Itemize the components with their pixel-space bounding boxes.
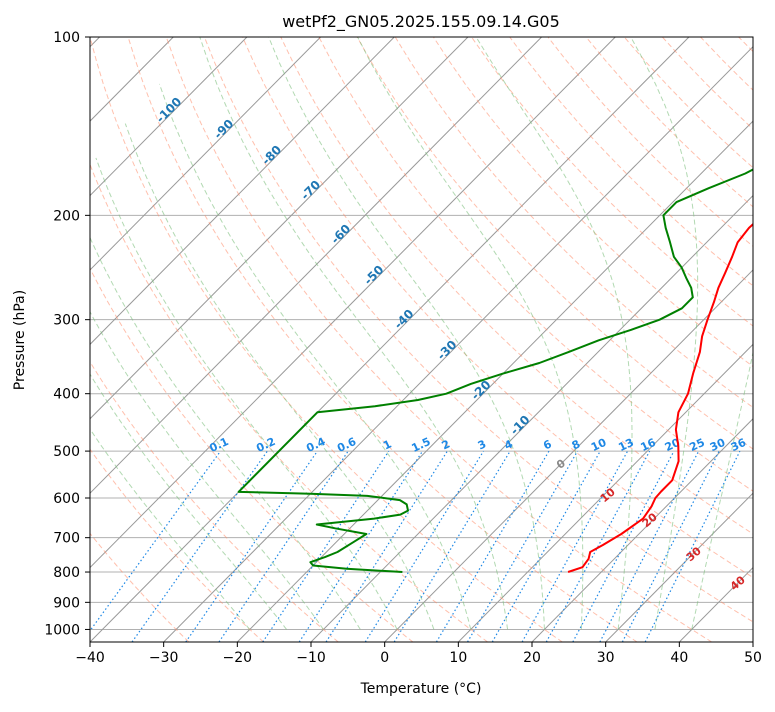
x-tick-label: 40 — [670, 650, 688, 666]
mixing-ratio-label: 0.6 — [335, 435, 358, 455]
y-tick-label: 300 — [53, 313, 80, 329]
dry-adiabat-line — [739, 37, 775, 642]
isotherm-line — [0, 37, 394, 642]
mixing-ratio-label: 6 — [541, 437, 554, 452]
mixing-ratio-line — [600, 451, 699, 642]
mixing-ratio-line — [299, 451, 422, 642]
background-lines — [0, 37, 775, 642]
isotherm-label: -10 — [507, 413, 532, 438]
isotherm-line — [385, 37, 775, 642]
dry-adiabat-line — [166, 37, 711, 642]
dewpoint-profile-line — [239, 37, 775, 572]
mixing-ratio-label: 1 — [381, 437, 393, 452]
mixing-ratio-line — [436, 451, 549, 642]
isotherm-label: -70 — [298, 178, 323, 203]
dry-adiabat-line — [701, 37, 775, 642]
dry-adiabat-line — [357, 37, 775, 642]
dry-adiabat-line — [90, 37, 562, 642]
y-axis-label: Pressure (hPa) — [12, 290, 28, 390]
isotherm-label: -30 — [434, 338, 459, 363]
mixing-ratio-label: 3 — [476, 437, 488, 452]
chart-title: wetPf2_GN05.2025.155.09.14.G05 — [282, 12, 560, 32]
dry-adiabat-line — [128, 37, 637, 642]
moist-adiabat-line — [70, 188, 360, 629]
moist-adiabat-line — [159, 84, 470, 630]
mixing-ratio-line — [492, 451, 600, 642]
isotherm-label: -40 — [391, 307, 416, 332]
mixing-ratio-line — [219, 451, 348, 642]
mixing-ratio-line — [326, 451, 447, 642]
dry-adiabat-line — [662, 37, 775, 642]
x-tick-label: 50 — [744, 650, 762, 666]
mixing-ratio-line — [622, 451, 719, 642]
isotherm-label: -60 — [328, 222, 353, 247]
isotherm-line — [0, 37, 247, 642]
y-tick-label: 100 — [53, 30, 80, 46]
dry-adiabat-line — [472, 37, 775, 642]
x-tick-label: −30 — [149, 650, 179, 666]
mixing-ratio-label: 0.4 — [304, 435, 327, 455]
isotherm-label: -80 — [259, 143, 284, 168]
x-tick-label: 20 — [523, 650, 541, 666]
mixing-ratio-line — [573, 451, 674, 642]
dry-adiabat-line — [319, 37, 775, 642]
x-tick-label: −40 — [75, 650, 105, 666]
isotherm-line — [753, 37, 775, 642]
mixing-ratio-label: 1.5 — [409, 435, 432, 455]
y-tick-label: 800 — [53, 565, 80, 581]
y-tick-label: 400 — [53, 387, 80, 403]
moist-adiabat-line — [46, 215, 323, 629]
x-axis-label: Temperature (°C) — [360, 681, 482, 697]
x-tick-label: −10 — [296, 650, 326, 666]
y-tick-label: 200 — [53, 208, 80, 224]
mixing-ratio-label: 4 — [502, 437, 515, 452]
isotherm-line — [311, 37, 775, 642]
mixing-ratio-label: 2 — [440, 437, 452, 452]
mixing-ratio-label: 0.1 — [207, 435, 230, 455]
y-tick-label: 900 — [53, 595, 80, 611]
dry-adiabat-label: 10 — [598, 485, 618, 505]
x-tick-label: 10 — [449, 650, 467, 666]
x-tick-label: −20 — [223, 650, 253, 666]
isotherm-line — [532, 37, 775, 642]
y-tick-label: 1000 — [44, 622, 80, 638]
dry-adiabat-label: 30 — [684, 544, 704, 564]
moist-adiabat-line — [631, 37, 698, 629]
plot-frame — [90, 37, 753, 642]
dry-adiabat-line — [510, 37, 775, 642]
x-tick-label: 30 — [597, 650, 615, 666]
mixing-ratio-line — [394, 451, 510, 642]
moist-adiabat-line — [200, 37, 508, 629]
isotherm-label: -100 — [153, 95, 184, 126]
isotherm-line — [0, 37, 321, 642]
y-tick-label: 700 — [53, 531, 80, 547]
dry-adiabat-line — [548, 37, 775, 642]
profiles — [239, 37, 775, 572]
dry-adiabat-line — [14, 37, 413, 642]
isotherm-label: -50 — [361, 263, 386, 288]
temperature-profile-line — [568, 37, 775, 572]
moist-adiabat-line — [692, 37, 775, 629]
isotherm-line — [164, 37, 763, 642]
isotherm-line — [0, 37, 542, 642]
isotherm-line — [16, 37, 615, 642]
moist-adiabat-line — [269, 37, 545, 629]
dry-adiabat-line — [52, 37, 488, 642]
mixing-ratio-line — [522, 451, 627, 642]
mixing-ratio-label: 0.2 — [254, 435, 277, 455]
y-tick-label: 500 — [53, 444, 80, 460]
mixing-ratio-line — [263, 451, 389, 642]
isotherm-line — [458, 37, 775, 642]
y-tick-label: 600 — [53, 491, 80, 507]
x-tick-label: 0 — [380, 650, 389, 666]
